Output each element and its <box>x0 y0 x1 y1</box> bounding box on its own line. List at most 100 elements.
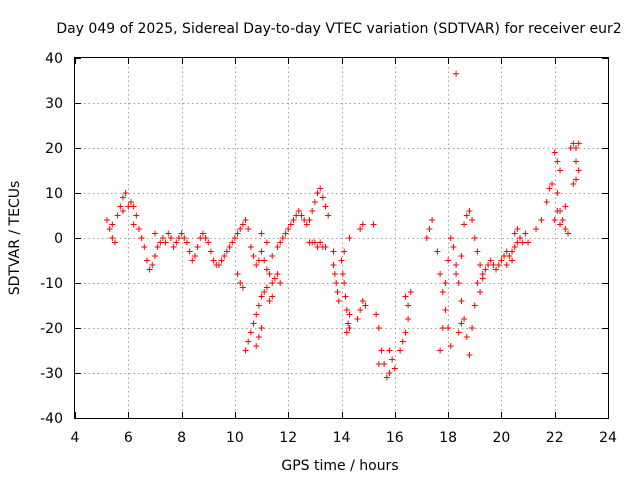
data-point <box>290 217 297 223</box>
data-point <box>194 244 201 250</box>
data-point <box>202 235 209 241</box>
x-tick-label: 22 <box>546 430 564 446</box>
data-point <box>298 212 305 219</box>
y-tick-label: 30 <box>45 96 63 112</box>
data-point <box>154 244 161 250</box>
data-point <box>445 325 452 331</box>
axis-ticks: 4 6 8 10 12 14 16 18 20 22 24 -40 -30 -20 -10 0 10 20 30 40 <box>40 51 617 446</box>
data-point <box>342 293 349 300</box>
data-point <box>109 235 116 241</box>
data-point <box>186 248 193 255</box>
x-tick-label: 24 <box>599 430 617 446</box>
x-tick-label: 14 <box>333 430 351 446</box>
data-point <box>322 244 329 250</box>
data-point <box>405 302 412 309</box>
data-point <box>334 289 341 295</box>
data-point <box>295 208 302 214</box>
data-point <box>231 235 238 241</box>
data-point <box>130 221 137 228</box>
data-point <box>317 185 324 192</box>
x-tick-label: 20 <box>492 430 510 446</box>
y-tick-label: 40 <box>45 51 63 67</box>
data-point <box>207 248 214 255</box>
data-point <box>445 257 452 264</box>
data-point <box>261 289 268 295</box>
data-point <box>205 239 212 246</box>
data-point <box>159 235 166 241</box>
data-point <box>362 302 369 309</box>
data-point <box>509 248 516 255</box>
data-point <box>237 226 244 232</box>
data-point <box>330 262 337 268</box>
y-tick-label: 20 <box>45 141 63 157</box>
data-point <box>181 235 188 241</box>
data-point <box>567 145 574 151</box>
y-tick-label: -30 <box>40 366 63 382</box>
data-point <box>453 271 460 277</box>
data-point <box>143 257 150 264</box>
data-point <box>135 226 142 232</box>
data-point <box>341 248 348 255</box>
data-point <box>469 325 476 331</box>
data-point <box>573 145 580 151</box>
data-point <box>311 239 318 246</box>
data-point <box>226 244 233 250</box>
data-point <box>373 311 380 318</box>
data-point <box>570 181 577 187</box>
data-point <box>474 248 481 255</box>
data-point <box>359 298 366 304</box>
data-point <box>439 325 446 331</box>
x-tick-label: 18 <box>439 430 457 446</box>
data-point <box>447 235 454 241</box>
data-point <box>495 262 502 268</box>
data-point <box>197 235 204 241</box>
data-point <box>471 235 478 241</box>
data-point <box>114 212 121 219</box>
data-point <box>119 194 126 201</box>
data-point <box>383 374 390 381</box>
data-point <box>509 257 516 264</box>
data-point <box>487 257 494 264</box>
data-point <box>455 329 462 336</box>
data-point <box>314 190 321 196</box>
data-point <box>258 325 265 331</box>
data-point <box>149 262 156 268</box>
data-point <box>285 226 292 232</box>
data-point <box>447 343 454 349</box>
data-point <box>245 338 252 345</box>
data-point <box>138 235 145 241</box>
data-point <box>274 271 281 277</box>
data-point <box>109 221 116 228</box>
data-point <box>511 244 518 250</box>
data-point <box>250 253 257 259</box>
data-point <box>554 208 561 214</box>
data-point <box>551 217 558 223</box>
data-point <box>175 235 182 241</box>
data-point <box>357 226 364 232</box>
data-point <box>485 262 492 268</box>
data-point <box>223 248 230 255</box>
data-point <box>405 316 412 322</box>
data-point <box>330 248 337 255</box>
data-point <box>522 230 529 237</box>
data-point <box>503 248 510 255</box>
data-point <box>461 316 468 322</box>
data-point <box>331 271 338 277</box>
data-point <box>263 239 270 246</box>
data-point <box>103 217 110 223</box>
data-point <box>170 244 177 250</box>
data-point <box>127 199 134 205</box>
data-point <box>346 325 353 331</box>
data-point <box>525 239 532 246</box>
data-point <box>554 158 561 165</box>
data-point <box>546 185 553 192</box>
data-point <box>477 289 484 295</box>
data-point <box>514 239 521 246</box>
data-point <box>477 262 484 268</box>
data-point <box>255 334 262 340</box>
data-point <box>314 244 321 250</box>
data-point <box>570 140 577 147</box>
data-point <box>346 235 353 241</box>
data-point <box>151 230 158 237</box>
data-point <box>130 203 137 210</box>
